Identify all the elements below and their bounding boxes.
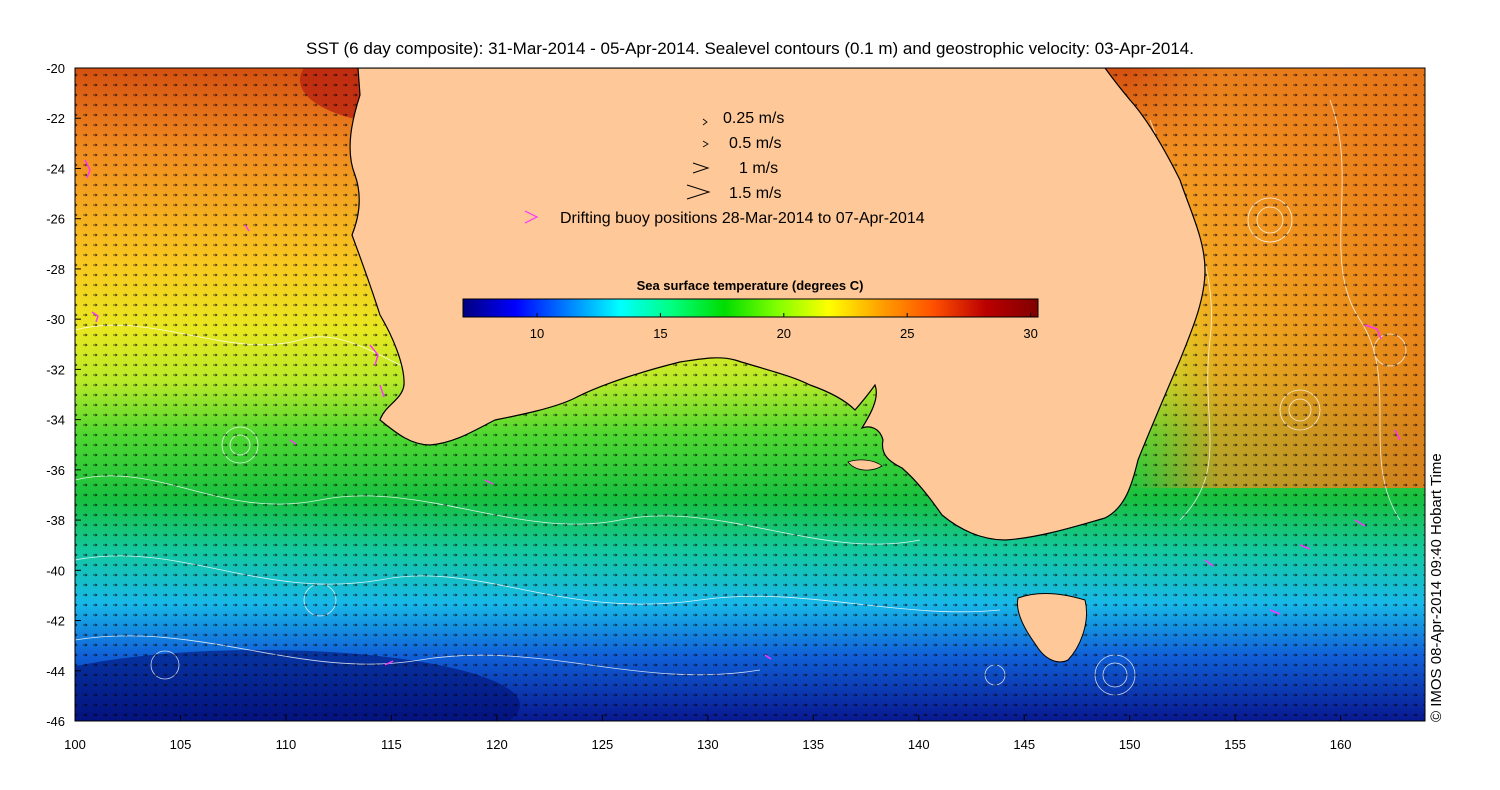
- x-tick-label: 150: [1119, 737, 1141, 752]
- x-tick-label: 130: [697, 737, 719, 752]
- x-tick-label: 135: [802, 737, 824, 752]
- y-tick-label: -44: [46, 664, 65, 679]
- y-tick-label: -40: [46, 563, 65, 578]
- legend-arrow-icon: [692, 162, 710, 174]
- drifting-buoy-tracks: [84, 159, 1401, 666]
- copyright-notice: © IMOS 08-Apr-2014 09:40 Hobart Time: [1428, 453, 1445, 722]
- colorbar-tick-label: 15: [653, 326, 667, 341]
- y-tick-label: -20: [46, 61, 65, 76]
- colorbar-tick-label: 30: [1023, 326, 1037, 341]
- y-tick-label: -28: [46, 262, 65, 277]
- legend-item-0-25: 0.25 m/s: [702, 110, 784, 127]
- y-tick-label: -32: [46, 362, 65, 377]
- x-tick-label: 160: [1330, 737, 1352, 752]
- colorbar-tick-label: 25: [900, 326, 914, 341]
- legend-item-1-5: 1.5 m/s: [686, 184, 781, 202]
- legend-label: 1 m/s: [739, 160, 778, 177]
- y-tick-label: -34: [46, 413, 65, 428]
- y-tick-label: -42: [46, 614, 65, 629]
- map-plot-area: [75, 68, 1425, 721]
- x-tick-label: 100: [64, 737, 86, 752]
- y-tick-label: -36: [46, 463, 65, 478]
- x-tick-label: 125: [591, 737, 613, 752]
- tasmania-landmass: [1016, 593, 1087, 663]
- map-title: SST (6 day composite): 31-Mar-2014 - 05-…: [306, 39, 1194, 58]
- y-tick-label: -26: [46, 212, 65, 227]
- colorbar-gradient: [462, 298, 1039, 318]
- buoy-marker-icon: [524, 210, 539, 224]
- map-frame: [74, 67, 1426, 722]
- x-tick-label: 110: [276, 737, 297, 752]
- legend-item-buoy: Drifting buoy positions 28-Mar-2014 to 0…: [524, 210, 925, 227]
- y-tick-label: -30: [46, 312, 65, 327]
- y-tick-label: -38: [46, 513, 65, 528]
- x-axis: 100 105 110 115 120 125 130 135 140 145 150 155 160: [64, 715, 1351, 752]
- kangaroo-island: [847, 459, 883, 471]
- sst-colorbar: Sea surface temperature (degrees C) 10 15…: [462, 278, 1039, 341]
- x-tick-label: 115: [381, 737, 402, 752]
- colorbar-ticks: 10 15 20 25 30: [530, 313, 1038, 341]
- x-tick-label: 155: [1224, 737, 1246, 752]
- legend-label: 1.5 m/s: [729, 185, 781, 202]
- velocity-legend: 0.25 m/s 0.5 m/s 1 m/s 1.5 m/s Drifting …: [524, 110, 925, 227]
- colorbar-tick-label: 10: [530, 326, 544, 341]
- y-tick-label: -46: [46, 714, 65, 729]
- x-tick-label: 140: [908, 737, 930, 752]
- colorbar-tick-label: 20: [777, 326, 791, 341]
- x-tick-label: 120: [486, 737, 508, 752]
- y-tick-label: -22: [46, 111, 65, 126]
- y-axis: -20 -22 -24 -26 -28 -30 -32 -34 -36 -38 -40 -42 -44 -…: [46, 61, 81, 729]
- legend-item-0-5: 0.5 m/s: [702, 135, 781, 152]
- legend-label: 0.5 m/s: [729, 135, 781, 152]
- legend-label: 0.25 m/s: [723, 110, 784, 127]
- legend-arrow-icon: [702, 118, 708, 126]
- x-tick-label: 145: [1013, 737, 1035, 752]
- legend-buoy-label: Drifting buoy positions 28-Mar-2014 to 0…: [560, 210, 925, 227]
- y-tick-label: -24: [46, 161, 65, 176]
- legend-arrow-icon: [686, 184, 711, 200]
- legend-item-1: 1 m/s: [692, 160, 778, 177]
- legend-arrow-icon: [702, 140, 709, 148]
- colorbar-title: Sea surface temperature (degrees C): [637, 278, 864, 293]
- x-tick-label: 105: [170, 737, 192, 752]
